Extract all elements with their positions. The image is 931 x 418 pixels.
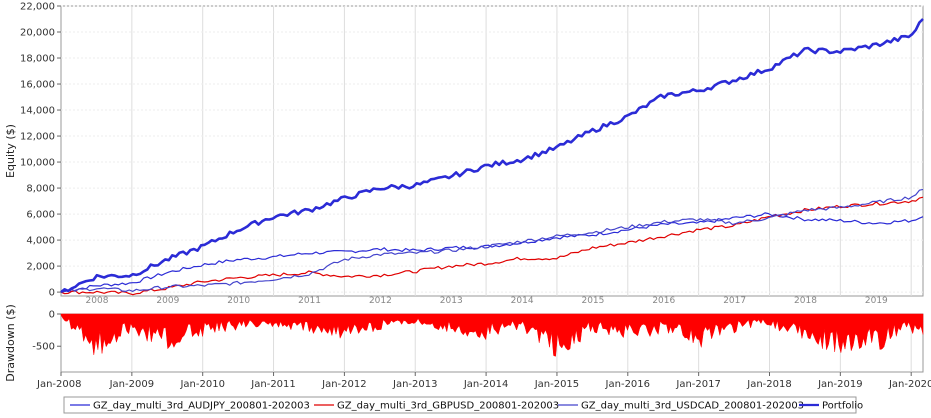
drawdown-x-tick-label: Jan-2013 xyxy=(392,379,437,390)
equity-series-line xyxy=(60,18,924,294)
equity-year-label: 2009 xyxy=(156,296,179,306)
drawdown-x-tick-label: Jan-2012 xyxy=(321,379,366,390)
drawdown-x-tick-label: Jan-2019 xyxy=(817,379,862,390)
equity-year-label: 2016 xyxy=(652,296,675,306)
drawdown-y-tick-label: 0 xyxy=(49,310,55,321)
drawdown-x-tick-label: Jan-2020 xyxy=(888,379,931,390)
equity-y-tick-label: 8,000 xyxy=(26,184,55,195)
equity-year-label: 2008 xyxy=(86,296,109,306)
equity-y-tick-label: 6,000 xyxy=(26,210,55,221)
equity-year-labels: 2008 2009 2010 2011 2012 2013 2014 2015 2016 2017… xyxy=(86,296,889,306)
equity-series-line xyxy=(60,188,924,293)
equity-y-tick-label: 12,000 xyxy=(20,132,55,143)
drawdown-x-ticks: Jan-2008 Jan-2009 Jan-2010 Jan-2011 Jan-2012… xyxy=(36,372,931,390)
drawdown-x-tick-label: Jan-2009 xyxy=(109,379,154,390)
equity-y-tick-label: 2,000 xyxy=(26,262,55,273)
drawdown-x-tick-label: Jan-2010 xyxy=(179,379,224,390)
equity-series-line xyxy=(60,196,924,296)
equity-y-tick-label: 0 xyxy=(49,288,55,299)
equity-year-label: 2015 xyxy=(581,296,604,306)
drawdown-area xyxy=(60,313,924,357)
equity-y-tick-label: 14,000 xyxy=(20,106,55,117)
drawdown-x-tick-label: Jan-2016 xyxy=(605,379,650,390)
drawdown-y-ticks: 0 -500 xyxy=(32,310,61,353)
drawdown-y-axis-label: Drawdown ($) xyxy=(4,304,17,382)
drawdown-x-tick-label: Jan-2018 xyxy=(746,379,791,390)
equity-plot-area xyxy=(60,5,924,297)
drawdown-y-tick-label: -500 xyxy=(32,342,55,353)
equity-gridlines xyxy=(61,5,923,296)
legend-label: Portfolio xyxy=(822,401,863,412)
legend-label: GZ_day_multi_3rd_GBPUSD_200801-202003 xyxy=(337,401,559,412)
equity-year-label: 2012 xyxy=(369,296,392,306)
drawdown-x-tick-label: Jan-2011 xyxy=(250,379,295,390)
drawdown-x-tick-label: Jan-2015 xyxy=(534,379,579,390)
equity-y-tick-label: 4,000 xyxy=(26,236,55,247)
equity-y-tick-label: 22,000 xyxy=(20,2,55,13)
equity-year-label: 2013 xyxy=(440,296,463,306)
equity-year-label: 2019 xyxy=(865,296,888,306)
legend-box xyxy=(63,396,857,414)
drawdown-x-tick-label: Jan-2014 xyxy=(463,379,508,390)
equity-y-tick-label: 16,000 xyxy=(20,80,55,91)
equity-year-label: 2011 xyxy=(298,296,321,306)
legend-label: GZ_day_multi_3rd_AUDJPY_200801-202003 xyxy=(93,401,310,412)
legend: GZ_day_multi_3rd_AUDJPY_200801-202003 GZ_… xyxy=(70,401,863,412)
equity-y-tick-label: 20,000 xyxy=(20,28,55,39)
drawdown-x-tick-label: Jan-2017 xyxy=(675,379,720,390)
equity-year-label: 2018 xyxy=(794,296,817,306)
equity-y-tick-label: 18,000 xyxy=(20,54,55,65)
drawdown-x-tick-label: Jan-2008 xyxy=(36,379,81,390)
drawdown-fill xyxy=(60,313,924,357)
legend-label: GZ_day_multi_3rd_USDCAD_200801-202003 xyxy=(581,401,804,412)
equity-y-axis-label: Equity ($) xyxy=(4,124,17,178)
equity-year-label: 2014 xyxy=(511,296,534,306)
equity-y-tick-label: 10,000 xyxy=(20,158,55,169)
equity-year-label: 2010 xyxy=(227,296,250,306)
equity-series-lines xyxy=(60,18,924,296)
equity-year-label: 2017 xyxy=(723,296,746,306)
equity-y-ticks: 0 2,000 4,000 6,000 8,000 10,000 12,000 14,000 1… xyxy=(20,2,61,299)
